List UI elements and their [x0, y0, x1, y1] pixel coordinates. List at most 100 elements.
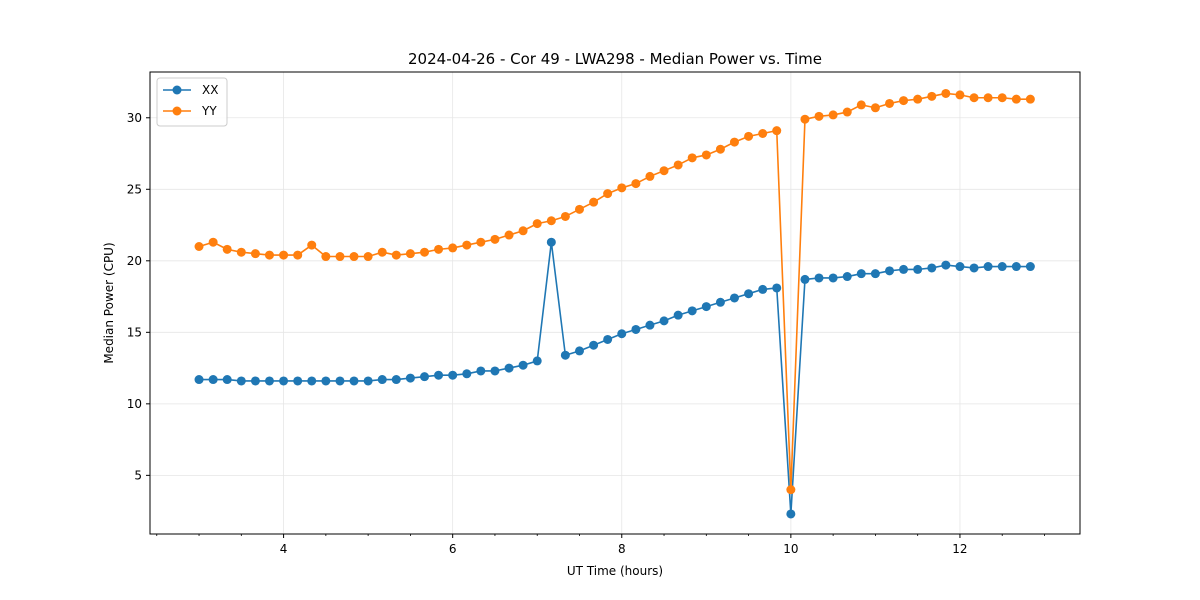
data-point-xx [293, 376, 303, 386]
data-point-yy [222, 244, 232, 254]
data-point-xx [321, 376, 331, 386]
data-point-yy [504, 230, 514, 240]
data-point-yy [885, 98, 895, 108]
data-point-xx [194, 375, 204, 385]
data-point-yy [293, 250, 303, 260]
data-point-xx [870, 269, 880, 279]
data-point-xx [405, 373, 415, 383]
data-point-yy [927, 91, 937, 101]
x-tick-label: 4 [280, 542, 288, 556]
data-point-xx [955, 262, 965, 272]
data-point-xx [504, 363, 514, 373]
chart-title: 2024-04-26 - Cor 49 - LWA298 - Median Po… [408, 50, 822, 68]
data-point-yy [617, 183, 627, 193]
data-point-yy [997, 93, 1007, 103]
data-point-xx [448, 370, 458, 380]
series-xx [194, 237, 1035, 519]
data-point-xx [250, 376, 260, 386]
data-point-yy [349, 252, 359, 262]
data-point-yy [729, 137, 739, 147]
data-point-yy [772, 126, 782, 136]
data-point-yy [631, 179, 641, 189]
data-point-yy [574, 204, 584, 214]
data-point-xx [391, 375, 401, 385]
data-point-xx [574, 346, 584, 356]
data-point-xx [420, 372, 430, 382]
data-point-xx [349, 376, 359, 386]
y-tick-label: 5 [134, 468, 142, 482]
data-point-yy [913, 94, 923, 104]
data-point-yy [687, 153, 697, 163]
data-point-yy [828, 110, 838, 120]
legend-marker-xx [172, 85, 182, 95]
data-point-yy [645, 171, 655, 181]
data-point-yy [701, 150, 711, 160]
data-point-xx [729, 293, 739, 303]
data-point-yy [659, 166, 669, 176]
data-point-xx [800, 274, 810, 284]
data-point-xx [264, 376, 274, 386]
data-point-yy [321, 252, 331, 262]
data-point-xx [941, 260, 951, 270]
data-point-xx [927, 263, 937, 273]
series-yy [194, 88, 1035, 495]
data-point-yy [307, 240, 317, 250]
data-point-yy [546, 216, 556, 226]
data-point-yy [420, 247, 430, 257]
data-point-yy [560, 211, 570, 221]
data-point-xx [279, 376, 289, 386]
data-point-yy [603, 189, 613, 199]
data-point-xx [363, 376, 373, 386]
data-point-yy [744, 131, 754, 141]
data-point-xx [842, 272, 852, 282]
data-point-yy [518, 226, 528, 236]
legend: XX YY [156, 77, 228, 127]
data-point-xx [1011, 262, 1021, 272]
data-point-yy [899, 96, 909, 106]
data-point-yy [250, 249, 260, 259]
legend-marker-yy [172, 106, 182, 116]
series-line-yy [198, 92, 1031, 491]
data-point-yy [532, 219, 542, 229]
data-point-yy [842, 107, 852, 117]
grid [150, 72, 1080, 534]
data-point-yy [194, 242, 204, 252]
data-point-xx [490, 366, 500, 376]
y-tick-label: 15 [127, 325, 142, 339]
data-point-xx [1025, 262, 1035, 272]
data-point-xx [617, 329, 627, 339]
data-point-yy [786, 485, 796, 495]
data-point-xx [236, 376, 246, 386]
data-point-xx [885, 266, 895, 276]
data-point-xx [701, 302, 711, 312]
x-axis-label: UT Time (hours) [567, 564, 663, 578]
data-point-xx [645, 320, 655, 330]
plot-frame [149, 71, 1081, 535]
data-point-yy [941, 88, 951, 98]
data-point-xx [532, 356, 542, 366]
data-point-yy [264, 250, 274, 260]
data-point-xx [307, 376, 317, 386]
y-tick-label: 10 [127, 397, 142, 411]
data-point-yy [279, 250, 289, 260]
data-point-yy [448, 243, 458, 253]
series-layer [194, 88, 1035, 519]
data-point-yy [208, 237, 218, 247]
data-point-yy [856, 100, 866, 110]
data-point-xx [603, 334, 613, 344]
data-point-yy [476, 237, 486, 247]
data-point-xx [631, 324, 641, 334]
data-point-yy [955, 90, 965, 100]
data-point-yy [589, 197, 599, 207]
y-tick-label: 20 [127, 254, 142, 268]
data-point-yy [363, 252, 373, 262]
data-point-xx [659, 316, 669, 326]
data-point-xx [715, 297, 725, 307]
data-point-yy [236, 247, 246, 257]
data-point-xx [335, 376, 345, 386]
data-point-xx [758, 284, 768, 294]
data-point-xx [983, 262, 993, 272]
data-point-xx [786, 509, 796, 519]
axis-ticks: 4 6 8 10 12 5 10 15 20 25 30 [127, 111, 1045, 556]
